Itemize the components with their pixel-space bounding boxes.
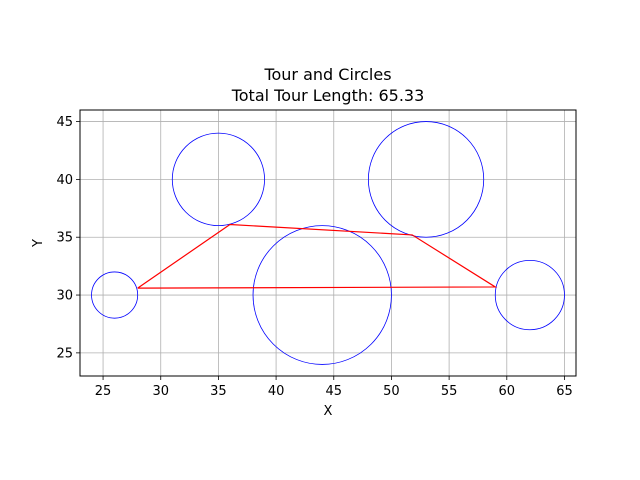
tour-group <box>137 223 498 289</box>
circle <box>171 132 265 227</box>
x-tick-label: 55 <box>441 384 458 399</box>
circle <box>494 259 565 331</box>
x-tick-label: 30 <box>152 384 169 399</box>
x-tick-label: 50 <box>383 384 400 399</box>
x-tick-label: 45 <box>325 384 342 399</box>
y-tick-label: 35 <box>56 231 73 246</box>
circle <box>367 121 485 238</box>
y-axis-label: Y <box>31 239 46 248</box>
y-tick-label: 25 <box>56 346 73 361</box>
x-axis-label: X <box>324 404 333 419</box>
x-tick-label: 25 <box>95 384 112 399</box>
x-tick-label: 65 <box>556 384 573 399</box>
plot-frame <box>79 109 577 377</box>
y-axis-ticks: 25 30 35 40 45 <box>56 115 80 361</box>
x-axis-ticks: 25 30 35 40 45 50 55 60 65 <box>95 376 573 399</box>
y-tick-label: 45 <box>56 115 73 130</box>
x-tick-label: 35 <box>210 384 227 399</box>
circles-group <box>91 121 565 365</box>
y-tick-label: 40 <box>56 173 73 188</box>
circle <box>91 271 139 319</box>
y-tick-label: 30 <box>56 289 73 304</box>
chart-subtitle: Total Tour Length: 65.33 <box>231 86 425 105</box>
grid-lines <box>80 110 576 376</box>
circle <box>252 225 392 365</box>
chart-title: Tour and Circles <box>263 65 391 84</box>
tour-path <box>137 223 498 289</box>
x-tick-label: 60 <box>499 384 516 399</box>
x-tick-label: 40 <box>268 384 285 399</box>
